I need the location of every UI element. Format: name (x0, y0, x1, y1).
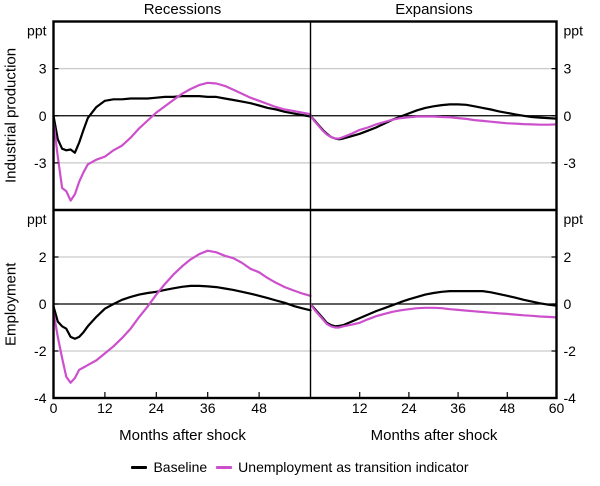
x-tick-label: 36 (200, 400, 216, 416)
series-baseline-line (309, 103, 558, 141)
y-tick-label: 2 (564, 249, 572, 265)
y-tick-label: -4 (34, 390, 47, 406)
y-tick-label: -3 (564, 155, 577, 171)
series-baseline-line (52, 95, 312, 154)
series-indicator-line (309, 114, 558, 140)
legend-key-baseline (131, 465, 148, 469)
x-tick-label: 48 (500, 400, 516, 416)
y-tick-label: -3 (34, 155, 47, 171)
x-axis-title-right: Months after shock (370, 427, 498, 444)
legend-key-indicator (216, 465, 233, 469)
x-tick-label: 36 (450, 400, 466, 416)
unit-label: ppt (564, 23, 584, 39)
series-baseline-line (52, 284, 312, 340)
legend-label: Unemployment as transition indicator (238, 459, 469, 475)
x-tick-label: 24 (401, 400, 417, 416)
y-tick-label: 0 (39, 108, 47, 124)
unit-label: ppt (27, 211, 47, 227)
x-tick-label: 60 (549, 400, 565, 416)
x-tick-label: 12 (97, 400, 113, 416)
y-tick-label: -4 (564, 390, 577, 406)
y-tick-label: 0 (564, 296, 572, 312)
x-tick-label: 24 (149, 400, 165, 416)
y-tick-label: 3 (39, 61, 47, 77)
y-tick-label: 0 (564, 108, 572, 124)
y-tick-label: 3 (564, 61, 572, 77)
row-label-employment: Employment (2, 262, 20, 346)
x-tick-label: 48 (251, 400, 267, 416)
x-axis-title-left: Months after shock (119, 427, 246, 444)
y-tick-label: 0 (39, 296, 47, 312)
series-baseline-line (309, 290, 558, 328)
x-tick-label: 0 (50, 400, 58, 416)
panel-title-expansions: Expansions (395, 1, 473, 18)
panel-title-recessions: Recessions (143, 1, 222, 18)
y-tick-label: -2 (564, 343, 577, 359)
series-indicator-line (52, 249, 312, 384)
row-label-industrial-production: Industrial production (2, 47, 20, 184)
y-tick-label: -2 (34, 343, 47, 359)
series-indicator-line (52, 81, 312, 202)
legend-label: Baseline (153, 459, 208, 475)
legend-item: Baseline (131, 459, 207, 475)
series-indicator-line (309, 302, 558, 329)
unit-label: ppt (564, 211, 584, 227)
legend-item: Unemployment as transition indicator (216, 459, 469, 475)
legend: Baseline Unemployment as transition indic… (0, 459, 600, 475)
y-tick-label: 2 (39, 249, 47, 265)
x-tick-label: 12 (352, 400, 368, 416)
unit-label: ppt (27, 23, 47, 39)
